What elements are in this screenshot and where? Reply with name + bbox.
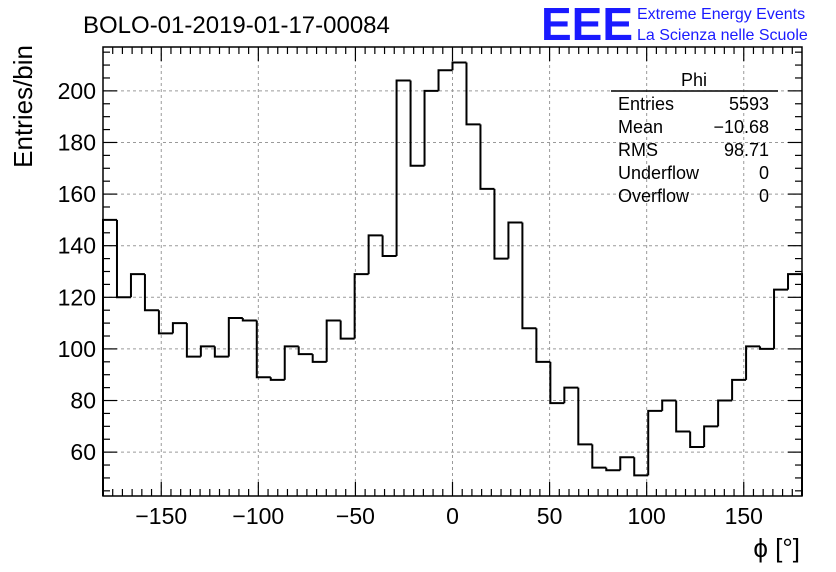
y-tick-label: 180 [58, 129, 96, 155]
histogram-bin [367, 234, 383, 275]
stats-value-entries: 5593 [729, 94, 769, 114]
histogram-bin [703, 425, 719, 447]
logo-caption-line1: Extreme Energy Events [637, 6, 805, 23]
tick-labels: −150 −100 −50 0 50 100 150 60 80 100 120 140 160 180 2… [58, 78, 763, 529]
x-tick-label: 100 [627, 503, 665, 529]
stats-value-mean: −10.68 [713, 117, 769, 137]
histogram-bin [507, 221, 523, 259]
y-tick-label: 60 [70, 439, 96, 465]
histogram-bin [717, 399, 733, 427]
run-title: BOLO-01-2019-01-17-00084 [83, 12, 390, 39]
histogram-bin [423, 89, 439, 166]
x-axis-title: ϕ [°] [753, 533, 800, 563]
histogram-bin [633, 457, 649, 477]
histogram-bin [619, 456, 635, 471]
histogram-bin [353, 273, 369, 339]
y-tick-label: 120 [58, 284, 96, 310]
y-tick-label: 100 [58, 336, 96, 362]
histogram-bin [521, 222, 537, 330]
histogram-bin [661, 399, 677, 411]
histogram-bin [605, 467, 621, 472]
histogram-bin [157, 310, 173, 335]
stats-title: Phi [681, 70, 707, 90]
histogram-bin [199, 345, 215, 357]
histogram-bin [255, 320, 271, 379]
histogram-bin [563, 386, 579, 404]
histogram-bin [787, 273, 803, 496]
histogram-bin [451, 61, 467, 71]
y-axis-title: Entries/bin [8, 45, 38, 168]
histogram-bin [493, 188, 509, 260]
histogram-bin [143, 274, 159, 312]
histogram-bin [339, 320, 355, 340]
stats-label-rms: RMS [618, 140, 658, 160]
eee-logo: EEE [541, 0, 633, 50]
y-tick-label: 160 [58, 181, 96, 207]
histogram-bin [115, 219, 131, 299]
y-tick-label: 200 [58, 78, 96, 104]
grid-lines [103, 47, 802, 496]
histogram-bin [311, 354, 327, 363]
histogram-bin [395, 79, 411, 257]
y-tick-label: 80 [70, 388, 96, 414]
histogram-bin [269, 377, 285, 381]
x-tick-label: 0 [446, 503, 459, 529]
stats-label-underflow: Underflow [618, 163, 700, 183]
x-tick-label: −100 [232, 503, 284, 529]
histogram-bin [437, 69, 453, 91]
histogram-bin [213, 346, 229, 358]
histogram-bin [759, 346, 775, 350]
x-tick-label: 50 [537, 503, 563, 529]
histogram-bin [465, 62, 481, 126]
x-tick-label: −150 [135, 503, 187, 529]
histogram-bin [647, 409, 663, 476]
histogram-bin [171, 322, 187, 334]
stats-value-overflow: 0 [759, 186, 769, 206]
histogram-bin [549, 361, 565, 405]
histogram-bin [283, 345, 299, 380]
histogram-bin [297, 346, 313, 356]
stats-box: Phi Entries 5593 Mean −10.68 RMS 98.71 U… [611, 70, 778, 206]
histogram-bin [102, 218, 117, 496]
stats-value-underflow: 0 [759, 163, 769, 183]
histogram-bin [409, 80, 425, 167]
logo-caption-line2: La Scienza nelle Scuole [637, 27, 808, 44]
y-tick-label: 140 [58, 233, 96, 259]
histogram-bin [731, 378, 747, 401]
histogram-bin [577, 387, 593, 446]
axis-ticks [103, 47, 802, 496]
histogram-bin [185, 323, 201, 358]
histogram-bin [773, 288, 789, 349]
x-tick-label: −50 [336, 503, 375, 529]
histogram-bin [227, 316, 243, 357]
stats-label-overflow: Overflow [618, 186, 690, 206]
stats-label-mean: Mean [618, 117, 663, 137]
histogram-bin [591, 444, 607, 469]
histogram-bin [689, 431, 705, 448]
x-tick-label: 150 [725, 503, 763, 529]
histogram-bin [325, 319, 341, 362]
histogram-bin [479, 124, 495, 190]
histogram-bin [675, 400, 691, 433]
stats-value-rms: 98.71 [724, 140, 769, 160]
histogram-bin [381, 235, 397, 258]
stats-label-entries: Entries [618, 94, 674, 114]
histogram-bin [241, 317, 257, 322]
histogram-bin [129, 273, 145, 298]
histogram-bin [535, 328, 551, 363]
histogram-bin [745, 345, 761, 380]
